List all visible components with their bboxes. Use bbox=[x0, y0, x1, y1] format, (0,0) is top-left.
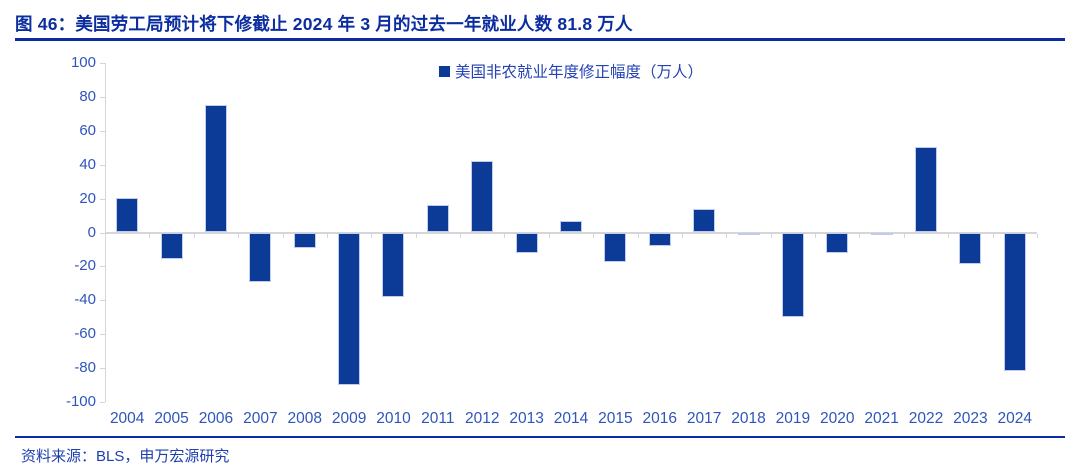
x-axis-label-2017: 2017 bbox=[686, 410, 722, 427]
x-axis-tick bbox=[105, 233, 106, 238]
x-axis-tick bbox=[948, 233, 950, 238]
y-axis-tick-label: -20 bbox=[74, 257, 96, 275]
y-axis-tick bbox=[100, 334, 105, 336]
x-axis-label-2015: 2015 bbox=[598, 410, 633, 427]
y-axis-tick bbox=[100, 198, 105, 200]
figure-bottom-border bbox=[15, 436, 1065, 438]
y-axis-tick-label: 0 bbox=[87, 223, 96, 241]
y-axis-tick-label: 100 bbox=[70, 54, 96, 71]
x-axis-label-2019: 2019 bbox=[775, 410, 811, 427]
x-axis-label-2013: 2013 bbox=[509, 410, 544, 427]
x-axis-tick bbox=[149, 233, 151, 238]
y-axis-tick-label: 60 bbox=[79, 121, 96, 139]
x-axis-tick bbox=[371, 233, 373, 238]
y-axis-tick bbox=[100, 402, 105, 403]
x-axis-tick bbox=[681, 233, 683, 238]
x-axis-label-2018: 2018 bbox=[731, 410, 766, 427]
figure-title: 图 46：美国劳工局预计将下修截止 2024 年 3 月的过去一年就业人数 81… bbox=[15, 14, 633, 34]
x-axis-label-2021: 2021 bbox=[864, 410, 899, 427]
bar-2014 bbox=[560, 221, 582, 233]
x-axis-tick bbox=[193, 233, 195, 238]
x-axis-label-2012: 2012 bbox=[464, 410, 500, 427]
x-axis-tick bbox=[593, 233, 595, 238]
y-axis-tick-label: 20 bbox=[79, 189, 96, 207]
x-axis-tick bbox=[637, 233, 639, 238]
y-axis-tick-label: -60 bbox=[74, 325, 96, 343]
bar-2018 bbox=[737, 232, 760, 236]
bar-2020 bbox=[826, 232, 849, 253]
x-axis-tick bbox=[238, 233, 240, 238]
bar-2011 bbox=[426, 205, 449, 233]
x-axis-tick bbox=[815, 233, 817, 238]
chart-legend: 美国非农就业年度修正幅度（万人） bbox=[105, 60, 1037, 82]
y-axis-tick bbox=[100, 96, 105, 98]
x-axis-tick bbox=[992, 233, 994, 238]
y-axis-tick bbox=[100, 300, 105, 302]
x-axis-label-2011: 2011 bbox=[421, 410, 455, 427]
bar-2007 bbox=[249, 232, 272, 283]
x-axis-tick bbox=[282, 233, 284, 238]
x-axis-label-2022: 2022 bbox=[908, 410, 944, 427]
bar-2015 bbox=[604, 232, 627, 262]
y-axis-tick-label: -40 bbox=[74, 291, 96, 309]
y-axis-tick bbox=[100, 266, 105, 268]
bar-2010 bbox=[382, 232, 405, 297]
x-axis-label-2020: 2020 bbox=[820, 410, 855, 427]
zero-baseline bbox=[105, 231, 1037, 234]
bar-2013 bbox=[515, 232, 538, 253]
y-axis-tick-label: 40 bbox=[79, 155, 96, 173]
x-axis-label-2023: 2023 bbox=[953, 410, 988, 427]
y-axis-tick bbox=[100, 63, 105, 64]
bar-2022 bbox=[915, 146, 938, 233]
bar-2006 bbox=[204, 105, 227, 233]
bar-2004 bbox=[116, 198, 139, 233]
x-axis-label-2006: 2006 bbox=[198, 410, 234, 427]
bar-2008 bbox=[293, 232, 316, 248]
bar-2005 bbox=[160, 232, 183, 260]
y-axis-tick bbox=[100, 232, 105, 234]
source-note: 资料来源：BLS，申万宏源研究 bbox=[21, 448, 230, 465]
x-axis-tick bbox=[460, 233, 462, 238]
y-axis-tick bbox=[100, 130, 105, 132]
x-axis-label-2009: 2009 bbox=[331, 410, 367, 427]
x-axis-tick bbox=[903, 233, 905, 238]
x-axis-label-2014: 2014 bbox=[553, 410, 589, 427]
legend-label: 美国非农就业年度修正幅度（万人） bbox=[454, 64, 703, 81]
y-axis-tick bbox=[100, 164, 105, 166]
y-axis-tick-label: -100 bbox=[65, 393, 96, 410]
x-axis-tick bbox=[859, 233, 861, 238]
legend-swatch-icon bbox=[438, 65, 450, 77]
x-axis-tick bbox=[726, 233, 728, 238]
x-axis-tick bbox=[770, 233, 772, 238]
y-axis-tick-label: -80 bbox=[74, 359, 96, 377]
bar-2024 bbox=[1003, 232, 1026, 372]
bar-2023 bbox=[959, 232, 982, 265]
x-axis-tick bbox=[548, 233, 550, 238]
bar-2009 bbox=[338, 232, 361, 386]
bar-2019 bbox=[781, 232, 804, 318]
bar-2017 bbox=[693, 209, 716, 233]
x-axis-label-2016: 2016 bbox=[642, 410, 677, 427]
title-underline bbox=[15, 38, 1065, 41]
bar-2021 bbox=[870, 232, 893, 235]
x-axis-label-2004: 2004 bbox=[109, 410, 145, 427]
y-axis-tick bbox=[100, 368, 105, 370]
x-axis-label-2024: 2024 bbox=[997, 410, 1033, 427]
x-axis-label-2005: 2005 bbox=[154, 410, 189, 427]
bar-2012 bbox=[471, 160, 494, 233]
bar-2016 bbox=[648, 232, 671, 247]
y-axis-tick-label: 80 bbox=[79, 87, 96, 105]
x-axis-tick bbox=[415, 233, 417, 238]
x-axis-label-2008: 2008 bbox=[287, 410, 322, 427]
x-axis-tick bbox=[326, 233, 328, 238]
x-axis-label-2007: 2007 bbox=[243, 410, 278, 427]
x-axis-tick bbox=[1037, 233, 1038, 238]
x-axis-tick bbox=[504, 233, 506, 238]
x-axis-label-2010: 2010 bbox=[376, 410, 411, 427]
